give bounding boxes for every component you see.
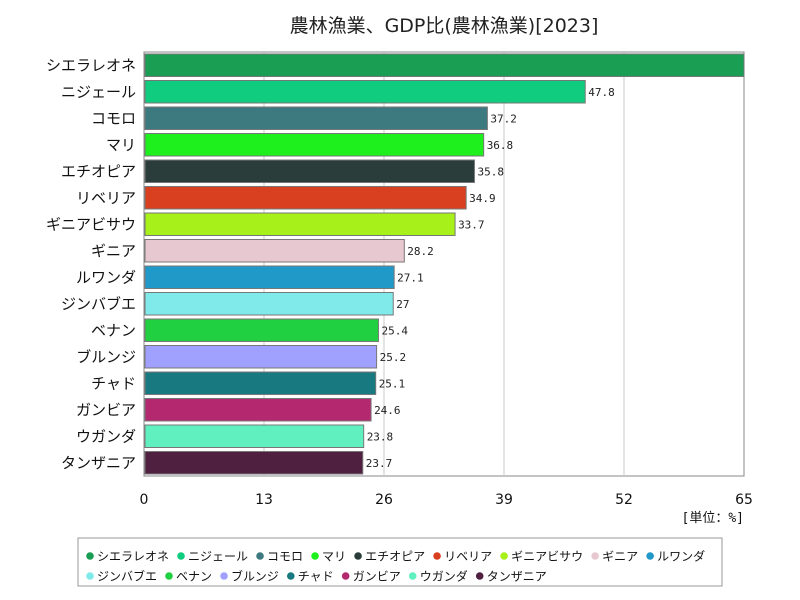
bar xyxy=(144,292,394,316)
category-label: シエラレオネ xyxy=(46,56,136,74)
legend-marker xyxy=(86,552,94,560)
legend-label: ギニアビサウ xyxy=(511,550,583,564)
value-label: 34.9 xyxy=(469,192,496,205)
x-tick-label: 39 xyxy=(495,492,513,508)
legend-marker xyxy=(500,552,508,560)
x-tick-label: 0 xyxy=(140,492,149,508)
bar xyxy=(144,186,467,210)
legend-label: チャド xyxy=(298,570,334,584)
bar xyxy=(144,398,372,422)
legend-label: ブルンジ xyxy=(231,569,279,584)
bars xyxy=(144,53,745,475)
value-label: 36.8 xyxy=(487,139,514,152)
category-label: ジンバブエ xyxy=(61,295,136,313)
legend xyxy=(77,537,723,587)
value-label: 23.8 xyxy=(367,430,394,443)
legend-marker xyxy=(286,572,295,580)
category-label: ウガンダ xyxy=(76,427,136,445)
legend-label: ガンビア xyxy=(353,570,401,584)
bar xyxy=(144,318,379,342)
value-label: 37.2 xyxy=(490,112,517,125)
legend-marker xyxy=(433,552,441,560)
legend-label: ギニア xyxy=(602,550,638,564)
x-tick-label: 65 xyxy=(735,492,753,508)
category-label: ルワンダ xyxy=(76,268,136,286)
category-label: チャド xyxy=(91,374,136,392)
bar xyxy=(144,424,365,448)
legend-label: ルワンダ xyxy=(657,549,705,564)
legend-marker xyxy=(220,572,228,580)
legend-label: リベリア xyxy=(444,550,492,564)
bar xyxy=(144,371,377,395)
value-label: 25.4 xyxy=(381,324,408,337)
category-label: ブルンジ xyxy=(76,348,136,366)
value-label: 33.7 xyxy=(458,218,485,231)
category-label: エチオピア xyxy=(61,162,136,180)
bar xyxy=(144,265,395,289)
value-label: 24.6 xyxy=(374,404,401,417)
legend-marker xyxy=(341,572,350,580)
bar xyxy=(144,80,586,104)
category-label: リベリア xyxy=(76,189,136,207)
legend-marker xyxy=(256,552,264,560)
bar xyxy=(144,53,745,77)
bar xyxy=(144,106,488,130)
unit-label: [単位：%] xyxy=(682,510,744,526)
x-tick-label: 52 xyxy=(615,492,633,508)
bar xyxy=(144,239,405,263)
bar xyxy=(144,451,364,475)
legend-label: ウガンダ xyxy=(420,569,468,584)
legend-label: ジンバブエ xyxy=(97,569,157,584)
category-labels: シエラレオネニジェールコモロマリエチオピアリベリアギニアビサウギニアルワンダジン… xyxy=(46,56,136,472)
value-label: 23.7 xyxy=(366,457,393,470)
legend-items: シエラレオネ ニジェール コモロ マリ エチオピア リベリア ギニアビサウ ギニア ルワンダジン… xyxy=(86,549,705,584)
x-tick-label: 26 xyxy=(375,492,393,508)
legend-marker xyxy=(475,572,484,580)
bar xyxy=(144,159,475,183)
category-label: ガンビア xyxy=(76,401,136,419)
legend-marker xyxy=(408,572,417,580)
legend-label: マリ xyxy=(322,550,346,564)
legend-label: シエラレオネ xyxy=(97,550,169,564)
value-labels: 47.8 37.2 36.8 35.8 34.9 33.7 28.2 27.1 27 25.4 25… xyxy=(366,86,615,470)
bar xyxy=(144,212,456,236)
bar xyxy=(144,345,378,369)
legend-marker xyxy=(646,552,654,560)
legend-label: コモロ xyxy=(267,550,303,564)
category-label: ギニアビサウ xyxy=(46,215,136,233)
legend-label: ベナン xyxy=(176,570,212,584)
value-label: 27.1 xyxy=(397,271,424,284)
value-label: 25.1 xyxy=(379,377,406,390)
legend-label: ニジェール xyxy=(188,550,248,564)
chart-title: 農林漁業、GDP比(農林漁業)[2023] xyxy=(290,15,599,37)
legend-marker xyxy=(86,572,94,580)
legend-marker xyxy=(354,552,362,560)
bar xyxy=(144,133,485,157)
legend-marker xyxy=(591,552,599,560)
value-label: 28.2 xyxy=(407,245,434,258)
category-label: コモロ xyxy=(91,109,136,127)
legend-label: エチオピア xyxy=(365,550,425,564)
legend-marker xyxy=(311,552,319,560)
value-label: 35.8 xyxy=(477,165,504,178)
value-label: 27 xyxy=(396,298,409,311)
legend-label: タンザニア xyxy=(487,570,547,584)
value-label: 47.8 xyxy=(588,86,615,99)
category-label: ギニア xyxy=(91,242,136,260)
x-axis-ticks: 0 13 26 39 52 65 xyxy=(140,492,753,508)
value-label: 25.2 xyxy=(380,351,407,364)
legend-marker xyxy=(177,552,185,560)
category-label: ニジェール xyxy=(61,83,136,101)
category-label: マリ xyxy=(106,136,136,154)
legend-marker xyxy=(165,572,173,580)
category-label: タンザニア xyxy=(61,454,136,472)
x-tick-label: 13 xyxy=(255,492,273,508)
category-label: ベナン xyxy=(91,321,136,339)
